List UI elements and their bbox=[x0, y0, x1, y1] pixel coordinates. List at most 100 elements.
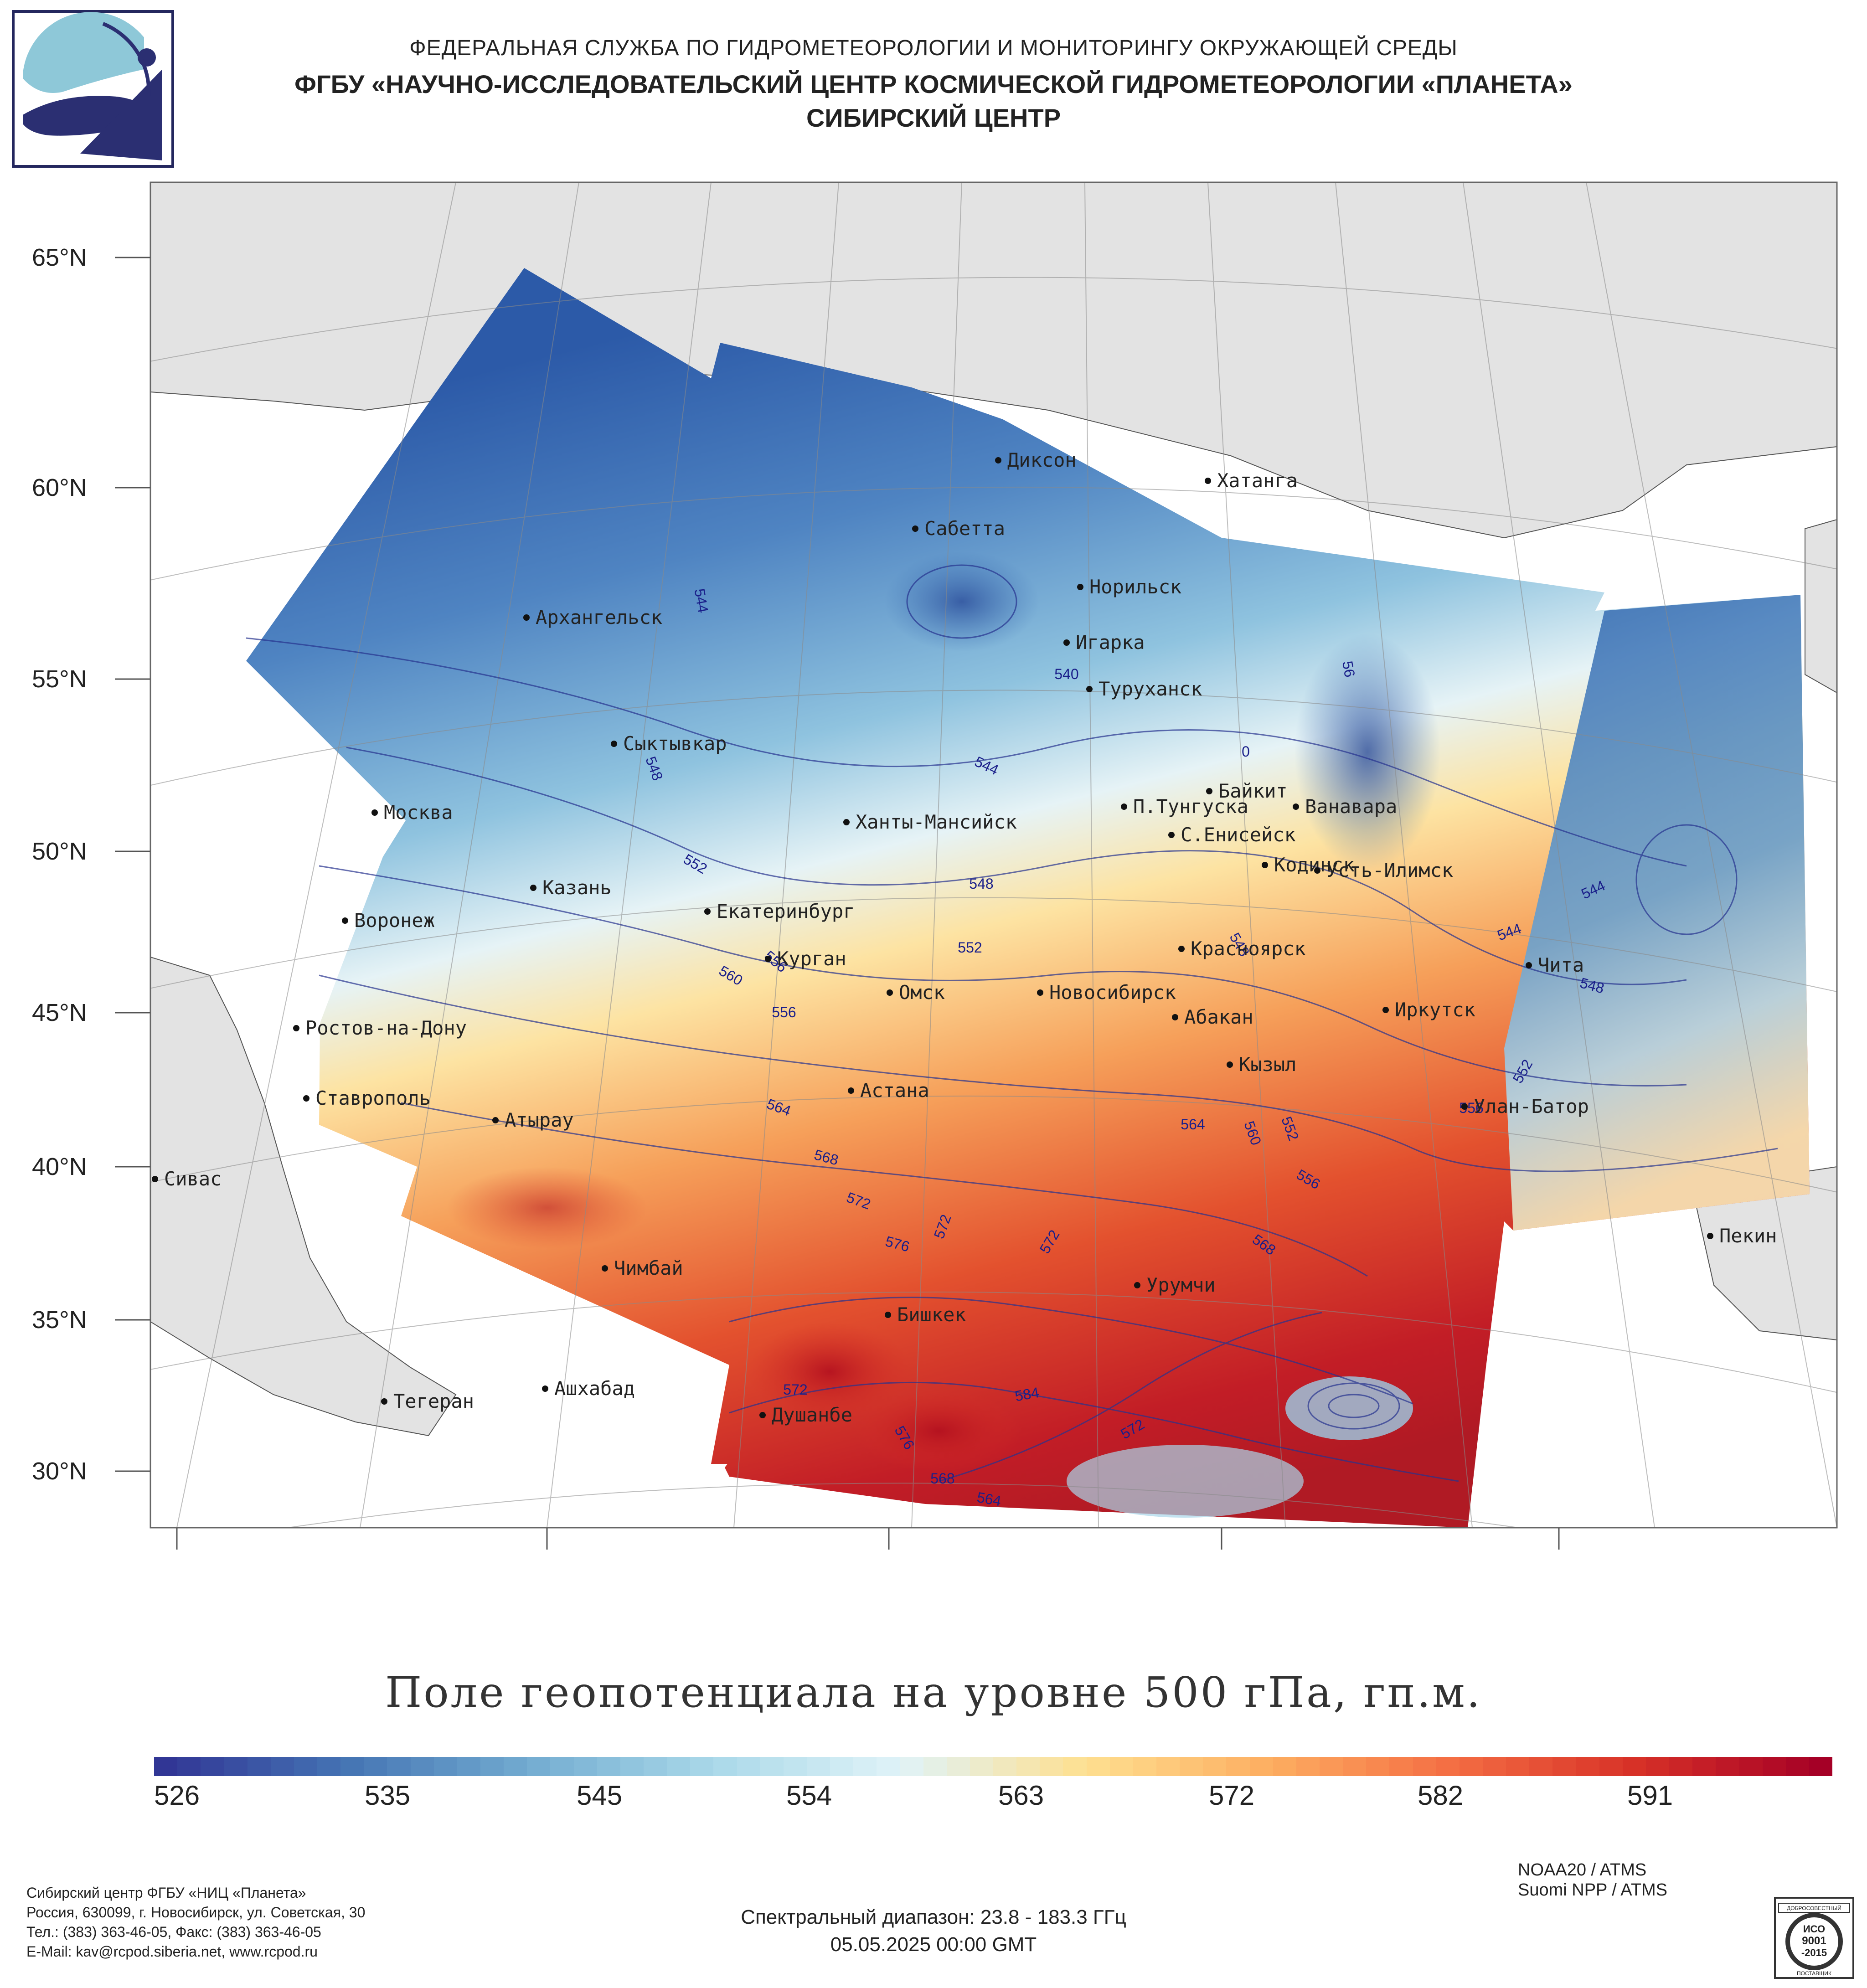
city-label: Ханты-Мансийск bbox=[856, 811, 1017, 833]
city-label: Новосибирск bbox=[1049, 981, 1176, 1004]
colorbar-segment bbox=[946, 1757, 970, 1776]
colorbar-segment bbox=[573, 1757, 597, 1776]
city-marker bbox=[1063, 639, 1070, 646]
colorbar-segment bbox=[1669, 1757, 1693, 1776]
latitude-label: 65°N bbox=[32, 244, 87, 271]
city-marker bbox=[1134, 1282, 1140, 1288]
city-marker bbox=[1077, 584, 1083, 590]
city-label: Абакан bbox=[1184, 1006, 1253, 1028]
colorbar-segment bbox=[900, 1757, 923, 1776]
city-marker bbox=[1526, 962, 1532, 968]
city-marker bbox=[530, 885, 536, 891]
colorbar-segment bbox=[1226, 1757, 1250, 1776]
city-marker bbox=[602, 1265, 608, 1272]
colorbar-segment bbox=[667, 1757, 691, 1776]
colorbar-segment bbox=[201, 1757, 224, 1776]
agency-title: ФЕДЕРАЛЬНАЯ СЛУЖБА ПО ГИДРОМЕТЕОРОЛОГИИ … bbox=[409, 36, 1458, 60]
city-marker bbox=[1707, 1233, 1713, 1239]
city-marker bbox=[759, 1412, 766, 1418]
iso-bottom-text: ПОСТАВЩИК bbox=[1797, 1970, 1831, 1977]
colorbar-segment bbox=[877, 1757, 900, 1776]
colorbar-segment bbox=[504, 1757, 527, 1776]
contour-label: 564 bbox=[1181, 1116, 1205, 1133]
city-marker bbox=[1037, 989, 1043, 996]
city-label: Астана bbox=[860, 1079, 929, 1102]
city-label: Чита bbox=[1538, 954, 1584, 976]
colorbar-segment bbox=[1483, 1757, 1506, 1776]
city-label: С.Енисейск bbox=[1181, 824, 1296, 846]
contour-label: 568 bbox=[930, 1470, 954, 1487]
iso-year: -2015 bbox=[1801, 1947, 1827, 1958]
colorbar-segment bbox=[1156, 1757, 1180, 1776]
colorbar-segment bbox=[457, 1757, 480, 1776]
city-label: Байкит bbox=[1218, 780, 1288, 802]
city-label: Диксон bbox=[1007, 449, 1077, 471]
colorbar-segment bbox=[317, 1757, 341, 1776]
colorbar-segment bbox=[970, 1757, 994, 1776]
city-marker bbox=[1121, 803, 1127, 810]
colorbar-segment bbox=[1716, 1757, 1739, 1776]
latitude-label: 50°N bbox=[32, 838, 87, 865]
colorbar-segment bbox=[1529, 1757, 1553, 1776]
colorbar-segment bbox=[1366, 1757, 1390, 1776]
city-label: Сыктывкар bbox=[623, 732, 727, 755]
contour-label: 56 bbox=[1339, 659, 1358, 678]
center-title: ФГБУ «НАУЧНО-ИССЛЕДОВАТЕЛЬСКИЙ ЦЕНТР КОС… bbox=[294, 70, 1573, 98]
colorbar-label: 545 bbox=[577, 1780, 623, 1811]
city-label: Игарка bbox=[1076, 631, 1145, 654]
contour-label: 540 bbox=[1054, 666, 1078, 682]
city-label: Улан-Батор bbox=[1474, 1095, 1589, 1118]
colorbar-segment bbox=[713, 1757, 737, 1776]
graticule bbox=[150, 182, 1837, 1528]
colorbar-segment bbox=[737, 1757, 760, 1776]
city-label: Пекин bbox=[1719, 1225, 1777, 1247]
city-label: Ашхабад bbox=[554, 1377, 635, 1400]
city-marker bbox=[1227, 1061, 1233, 1068]
organization-contacts: Сибирский центр ФГБУ «НИЦ «Планета» Росс… bbox=[26, 1883, 365, 1962]
colorbar-segment bbox=[1389, 1757, 1413, 1776]
colorbar-segment bbox=[1506, 1757, 1530, 1776]
city-label: Ростов-на-Дону bbox=[305, 1017, 467, 1039]
contour-label: 556 bbox=[772, 1004, 796, 1020]
city-label: Кодинск bbox=[1274, 854, 1355, 876]
colorbar-segment bbox=[177, 1757, 201, 1776]
org-line: Россия, 630099, г. Новосибирск, ул. Сове… bbox=[26, 1904, 366, 1921]
colorbar-segment bbox=[480, 1757, 504, 1776]
city-label: Тегеран bbox=[393, 1390, 474, 1412]
city-label: Усть-Илимск bbox=[1326, 859, 1453, 881]
city-marker bbox=[1178, 946, 1185, 952]
colorbar-segment bbox=[620, 1757, 644, 1776]
colorbar-segment bbox=[154, 1757, 178, 1776]
org-line: Тел.: (383) 363-46-05, Факс: (383) 363-4… bbox=[26, 1924, 321, 1940]
city-label: Ванавара bbox=[1305, 795, 1397, 818]
colorbar-segment bbox=[527, 1757, 551, 1776]
city-label: Ставрополь bbox=[315, 1087, 431, 1109]
colorbar bbox=[154, 1757, 1833, 1776]
city-label: Бишкек bbox=[897, 1303, 966, 1326]
org-line: Сибирский центр ФГБУ «НИЦ «Планета» bbox=[26, 1885, 306, 1901]
sensor-noaa20: NOAA20 / ATMS bbox=[1518, 1860, 1647, 1880]
city-marker bbox=[1461, 1103, 1468, 1110]
planeta-logo bbox=[12, 10, 174, 168]
city-label: Москва bbox=[384, 801, 453, 824]
city-label: П.Тунгуска bbox=[1133, 795, 1248, 818]
branch-title: СИБИРСКИЙ ЦЕНТР bbox=[806, 103, 1061, 132]
colorbar-segment bbox=[1320, 1757, 1343, 1776]
city-marker bbox=[342, 917, 348, 924]
isohypses bbox=[246, 564, 1778, 1482]
city-marker bbox=[1205, 478, 1211, 484]
colorbar-segment bbox=[550, 1757, 574, 1776]
colorbar-segment bbox=[433, 1757, 457, 1776]
colorbar-label: 582 bbox=[1418, 1780, 1464, 1811]
colorbar-segment bbox=[294, 1757, 317, 1776]
latitude-label: 45°N bbox=[32, 999, 87, 1026]
colorbar-segment bbox=[1203, 1757, 1227, 1776]
colorbar-segment bbox=[783, 1757, 807, 1776]
colorbar-segment bbox=[1040, 1757, 1063, 1776]
iso-label: ИСО bbox=[1803, 1923, 1825, 1935]
iso-certification-badge: ДОБРОСОВЕСТНЫЙ ИСО 9001 -2015 ПОСТАВЩИК bbox=[1774, 1897, 1854, 1979]
colorbar-segment bbox=[760, 1757, 784, 1776]
sensor-snpp: Suomi NPP / ATMS bbox=[1518, 1880, 1668, 1900]
city-label: Иркутск bbox=[1395, 999, 1475, 1021]
iso-number: 9001 bbox=[1802, 1935, 1826, 1947]
